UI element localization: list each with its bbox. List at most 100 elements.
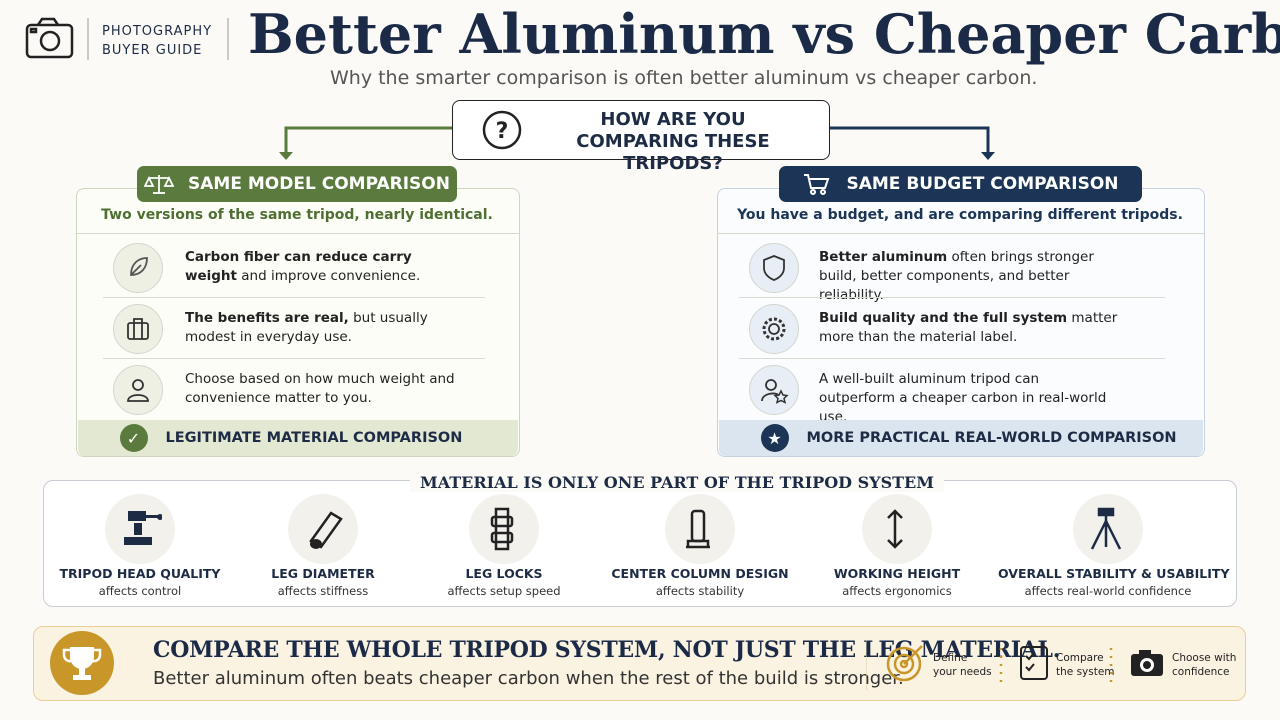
footer-badge: ✓: [119, 424, 148, 452]
system-item: TRIPOD HEAD QUALITY affects control: [30, 566, 250, 598]
icon-glyph: [686, 509, 710, 549]
question-icon: ?: [482, 110, 522, 150]
icon-glyph: [309, 511, 343, 549]
banner-text: Better aluminum often beats cheaper carb…: [153, 668, 904, 689]
panel-footer: ✓ LEGITIMATE MATERIAL COMPARISON: [77, 420, 518, 456]
item-bold: Better aluminum: [819, 249, 948, 265]
icon-glyph: [762, 317, 786, 341]
system-icon: [862, 494, 932, 564]
trophy-icon: [50, 631, 114, 695]
system-note: affects stiffness: [277, 584, 369, 598]
system-note: affects control: [98, 584, 182, 598]
question-line: COMPARING THESE TRIPODS?: [576, 131, 770, 174]
item-bold: Build quality and the full system: [819, 310, 1068, 326]
icon-glyph: [761, 379, 789, 404]
step-icons: [866, 640, 1163, 690]
divider: [739, 297, 1165, 298]
item-text: Choose based on how much weight and conv…: [185, 370, 465, 408]
system-note: affects ergonomics: [842, 584, 952, 598]
system-icon: [1073, 494, 1143, 564]
item-icon: [749, 365, 799, 415]
item-body: but usually modest in everyday use.: [185, 310, 428, 345]
system-label: LEG DIAMETER: [271, 566, 375, 581]
step-line: Choose with: [1172, 652, 1237, 664]
question-box: ? HOW ARE YOU COMPARING THESE TRIPODS?: [452, 100, 830, 174]
system-item: CENTER COLUMN DESIGN affects stability: [590, 566, 810, 598]
divider: [103, 297, 485, 298]
footer-text: MORE PRACTICAL REAL-WORLD COMPARISON: [806, 430, 1177, 446]
icon-glyph: [887, 509, 903, 549]
icon-glyph: [127, 318, 149, 340]
panel-heading: SAME MODEL COMPARISON: [137, 166, 457, 202]
panel-intro: You have a budget, and are comparing dif…: [737, 207, 1183, 223]
step-line: confidence: [1172, 666, 1230, 678]
item-icon: [113, 365, 163, 415]
divider: [739, 358, 1165, 359]
system-item: LEG DIAMETER affects stiffness: [213, 566, 433, 598]
item-bold: Carbon fiber can reduce carry weight: [185, 249, 412, 284]
footer-badge: ★: [760, 424, 789, 452]
banner: [33, 626, 1246, 701]
step-line: Compare: [1056, 652, 1104, 664]
heading-text: SAME BUDGET COMPARISON: [846, 174, 1119, 194]
icon-glyph: [130, 257, 148, 276]
system-item: OVERALL STABILITY & USABILITY affects rea…: [998, 566, 1230, 598]
step: Compare the system: [1056, 651, 1115, 679]
system-icon: [469, 494, 539, 564]
item-body: often brings stronger build, better comp…: [819, 249, 1094, 303]
divider: [76, 233, 520, 234]
item-text: The benefits are real, but usually modes…: [185, 309, 465, 347]
step-line: your needs: [933, 666, 992, 678]
divider: [103, 358, 485, 359]
cart-icon: [804, 174, 830, 195]
system-title: MATERIAL IS ONLY ONE PART OF THE TRIPOD …: [410, 473, 944, 492]
system-item: WORKING HEIGHT affects ergonomics: [787, 566, 1007, 598]
step: Choose with confidence: [1172, 651, 1236, 679]
system-label: CENTER COLUMN DESIGN: [611, 566, 789, 581]
footer-text: LEGITIMATE MATERIAL COMPARISON: [165, 430, 463, 446]
item-text: A well-built aluminum tripod can outperf…: [819, 370, 1119, 427]
icon-glyph: [124, 511, 162, 545]
system-label: OVERALL STABILITY & USABILITY: [998, 566, 1230, 581]
system-note: affects setup speed: [447, 584, 561, 598]
kicker-line: BUYER GUIDE: [102, 43, 203, 58]
panel-footer: ★ MORE PRACTICAL REAL-WORLD COMPARISON: [718, 420, 1203, 456]
step: Define your needs: [933, 651, 992, 679]
step-line: the system: [1056, 666, 1115, 678]
system-label: WORKING HEIGHT: [833, 566, 961, 581]
icon-glyph: [127, 379, 149, 402]
system-box: [43, 480, 1237, 607]
item-body: A well-built aluminum tripod can outperf…: [819, 371, 1107, 425]
item-body: matter more than the material label.: [819, 310, 1118, 345]
item-icon: [749, 243, 799, 293]
kicker-line: PHOTOGRAPHY: [102, 24, 213, 39]
item-text: Better aluminum often brings stronger bu…: [819, 248, 1119, 305]
panel-heading: SAME BUDGET COMPARISON: [779, 166, 1142, 202]
item-text: Build quality and the full system matter…: [819, 309, 1119, 347]
divider: [717, 233, 1205, 234]
question-line: HOW ARE YOU: [600, 109, 746, 130]
scale-icon: [144, 175, 175, 194]
item-bold: The benefits are real,: [185, 310, 349, 326]
icon-glyph: [490, 507, 514, 551]
panel-intro: Two versions of the same tripod, nearly …: [101, 207, 493, 223]
icon-glyph: [763, 255, 785, 281]
item-body: Choose based on how much weight and conv…: [185, 371, 455, 406]
item-icon: [113, 304, 163, 354]
system-icon: [105, 494, 175, 564]
item-icon: [113, 243, 163, 293]
subtitle: Why the smarter comparison is often bett…: [330, 67, 1038, 89]
title: Better Aluminum vs Cheaper Carbon: [248, 2, 1280, 66]
item-body: and improve convenience.: [241, 268, 421, 284]
kicker: PHOTOGRAPHY BUYER GUIDE: [102, 22, 212, 60]
system-icon: [665, 494, 735, 564]
item-icon: [749, 304, 799, 354]
system-note: affects real-world confidence: [1024, 584, 1192, 598]
system-icon: [288, 494, 358, 564]
item-text: Carbon fiber can reduce carry weight and…: [185, 248, 465, 286]
system-label: TRIPOD HEAD QUALITY: [59, 566, 221, 581]
system-label: LEG LOCKS: [465, 566, 543, 581]
system-item: LEG LOCKS affects setup speed: [394, 566, 614, 598]
step-line: Define: [933, 652, 968, 664]
